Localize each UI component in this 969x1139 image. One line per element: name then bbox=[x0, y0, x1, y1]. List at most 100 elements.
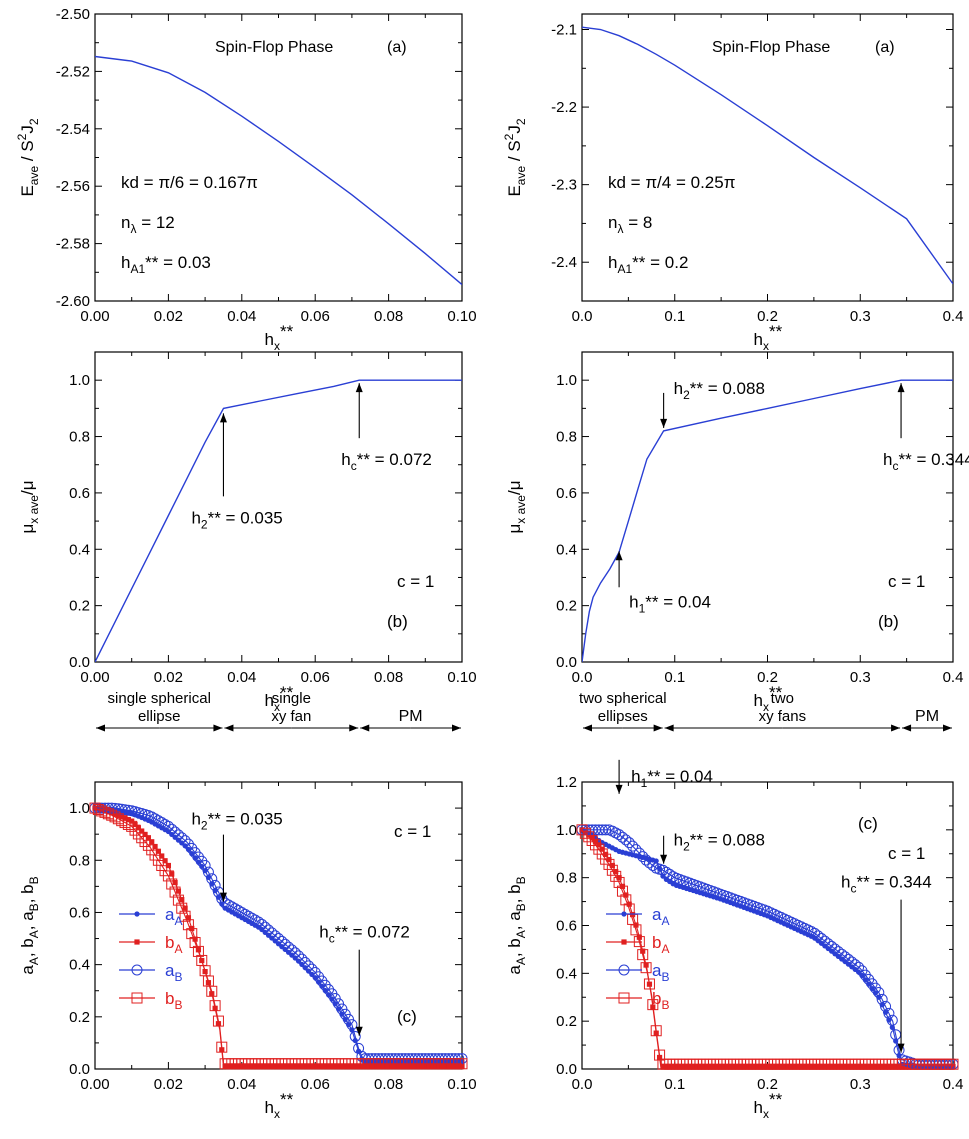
marker-b_A bbox=[855, 1064, 862, 1070]
marker-b_A bbox=[309, 1063, 315, 1069]
marker-a_B bbox=[822, 938, 834, 950]
marker-b_A bbox=[849, 1064, 855, 1070]
marker-a_B bbox=[647, 859, 659, 871]
marker-a_B bbox=[209, 879, 221, 891]
marker-b_B bbox=[119, 817, 131, 829]
h-label: hA1** = 0.03 bbox=[121, 253, 211, 276]
marker-a_B bbox=[829, 943, 841, 955]
marker-b_A bbox=[775, 1064, 781, 1070]
x-tick-label: 0.3 bbox=[850, 669, 871, 686]
y-tick-label: 1.0 bbox=[556, 822, 577, 839]
marker-b_A bbox=[149, 839, 155, 845]
x-tick-label: 0.4 bbox=[943, 1076, 964, 1093]
marker-a_B bbox=[199, 859, 211, 871]
marker-b_A bbox=[862, 1064, 868, 1070]
panel-p6 bbox=[576, 781, 959, 1070]
marker-b_B bbox=[640, 962, 652, 974]
marker-a_B bbox=[296, 953, 308, 965]
marker-b_A bbox=[781, 1064, 787, 1070]
marker-b_A bbox=[936, 1064, 943, 1070]
panel-label: (a) bbox=[387, 39, 407, 56]
marker-b_A bbox=[299, 1063, 305, 1069]
marker-b_A bbox=[828, 1064, 835, 1070]
marker-a_B bbox=[169, 826, 181, 838]
x-tick-label: 0.2 bbox=[757, 1076, 778, 1093]
legend-label: bB bbox=[165, 989, 182, 1012]
marker-a_B bbox=[306, 963, 318, 975]
legend-entry-a_A: aA bbox=[606, 905, 669, 928]
x-tick-label: 0.1 bbox=[664, 669, 685, 686]
marker-b_A bbox=[335, 1063, 342, 1069]
marker-a_B bbox=[812, 930, 824, 942]
marker-b_B bbox=[126, 820, 138, 832]
y-tick-label: 0.8 bbox=[556, 870, 577, 887]
marker-b_B bbox=[132, 828, 144, 840]
marker-b_A bbox=[419, 1063, 425, 1069]
x-tick-label: 0.3 bbox=[850, 1076, 871, 1093]
marker-b_A bbox=[386, 1063, 392, 1069]
marker-a_B bbox=[873, 986, 885, 998]
n-label: nλ = 8 bbox=[608, 213, 652, 236]
marker-b_A bbox=[636, 934, 642, 940]
marker-b_A bbox=[714, 1064, 720, 1070]
hc-arrow bbox=[355, 383, 363, 439]
marker-b_A bbox=[707, 1064, 713, 1070]
marker-a_B bbox=[623, 837, 635, 849]
marker-b_A bbox=[422, 1063, 428, 1069]
phase-arrow-right bbox=[159, 724, 223, 732]
marker-b_A bbox=[660, 1064, 666, 1070]
legend-marker bbox=[134, 939, 140, 945]
y-tick-label: 0.4 bbox=[69, 957, 90, 974]
marker-b_A bbox=[916, 1064, 922, 1070]
marker-b_A bbox=[432, 1063, 438, 1069]
y-tick-label: -2.2 bbox=[551, 99, 577, 116]
x-tick-label: 0.06 bbox=[301, 669, 330, 686]
x-tick-label: 0.0 bbox=[572, 669, 593, 686]
marker-b_A bbox=[259, 1063, 265, 1069]
marker-b_A bbox=[222, 1063, 228, 1069]
marker-b_B bbox=[192, 945, 204, 957]
marker-b_A bbox=[778, 1064, 784, 1070]
series-line-b_A bbox=[582, 829, 953, 1068]
y-tick-label: 0.4 bbox=[556, 965, 577, 982]
legend-entry-b_B: bB bbox=[606, 989, 669, 1012]
x-tick-label: 0.1 bbox=[664, 308, 685, 325]
x-tick-label: 0.04 bbox=[227, 669, 256, 686]
marker-a_B bbox=[256, 918, 268, 930]
marker-b_B bbox=[610, 870, 622, 882]
marker-b_B bbox=[122, 818, 134, 830]
marker-a_B bbox=[259, 921, 271, 933]
phase-arrow-right bbox=[782, 724, 901, 732]
marker-a_B bbox=[276, 935, 288, 947]
marker-b_B bbox=[109, 811, 121, 823]
marker-a_B bbox=[279, 938, 291, 950]
panel-label: (c) bbox=[397, 1007, 417, 1026]
x-tick-label: 0.10 bbox=[447, 1076, 476, 1093]
marker-b_A bbox=[379, 1063, 385, 1069]
marker-b_B bbox=[212, 1015, 224, 1027]
marker-b_A bbox=[225, 1063, 232, 1069]
marker-a_B bbox=[293, 950, 305, 962]
marker-b_A bbox=[930, 1064, 936, 1070]
y-axis-label: μx ave/μ bbox=[18, 480, 41, 533]
marker-b_B bbox=[129, 824, 141, 836]
marker-a_B bbox=[815, 933, 827, 945]
marker-b_A bbox=[788, 1064, 794, 1070]
marker-b_A bbox=[329, 1063, 335, 1069]
marker-a_B bbox=[202, 866, 214, 878]
marker-b_B bbox=[650, 1025, 662, 1037]
marker-b_A bbox=[724, 1064, 730, 1070]
marker-b_A bbox=[272, 1063, 278, 1069]
marker-b_A bbox=[319, 1063, 325, 1069]
h1-arrow bbox=[615, 759, 623, 794]
marker-a_B bbox=[613, 829, 625, 841]
marker-a_B bbox=[303, 960, 315, 972]
y-tick-label: -2.54 bbox=[56, 121, 90, 138]
marker-b_A bbox=[882, 1064, 889, 1070]
hc-label: hc** = 0.072 bbox=[319, 923, 410, 946]
marker-a_B bbox=[853, 961, 865, 973]
y-tick-label: -2.52 bbox=[56, 63, 90, 80]
marker-b_A bbox=[195, 947, 202, 953]
marker-b_A bbox=[412, 1063, 418, 1069]
marker-b_B bbox=[576, 824, 588, 836]
